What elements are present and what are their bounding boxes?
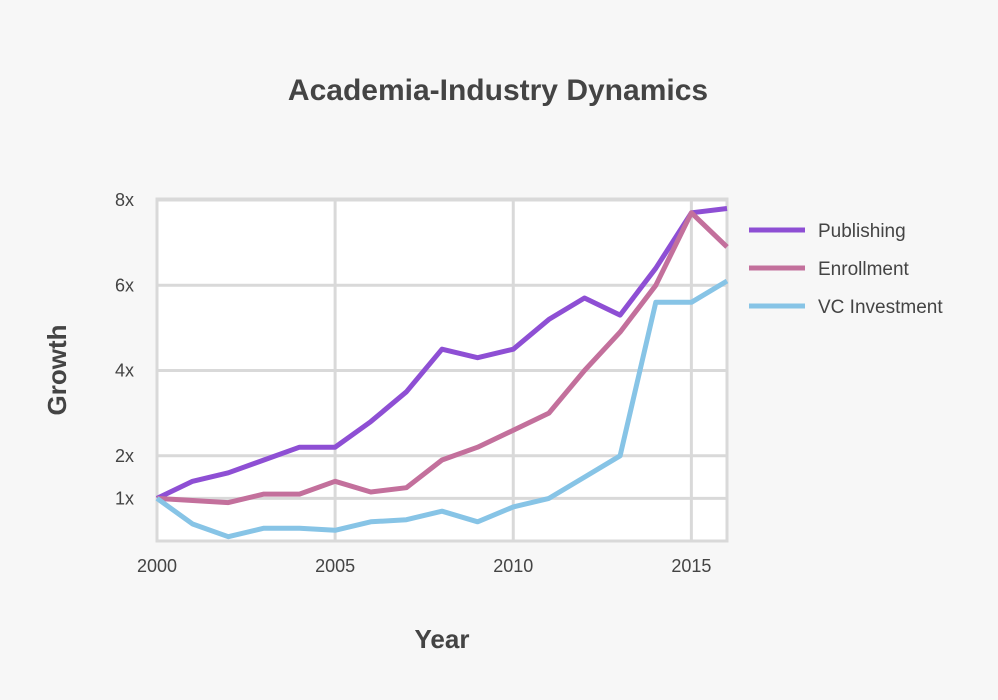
y-tick-label: 1x: [115, 488, 134, 508]
y-axis-ticks: 1x 2x 4x 6x 8x: [115, 190, 134, 508]
legend-label: Publishing: [818, 221, 906, 242]
series-lines: [155, 206, 729, 540]
chart-title: Academia-Industry Dynamics: [288, 74, 708, 107]
y-tick-label: 8x: [115, 190, 134, 210]
series-line-2: [155, 278, 729, 540]
x-tick-label: 2015: [671, 556, 711, 576]
x-tick-label: 2005: [315, 556, 355, 576]
y-tick-label: 2x: [115, 446, 134, 466]
y-axis-title: Growth: [42, 325, 72, 416]
series-line-0: [155, 206, 728, 501]
x-axis-ticks: 2000 2005 2010 2015: [137, 556, 711, 576]
x-tick-label: 2010: [493, 556, 533, 576]
gridlines: [157, 198, 727, 541]
series-line-1: [156, 210, 729, 506]
x-tick-label: 2000: [137, 556, 177, 576]
y-tick-label: 4x: [115, 361, 134, 381]
x-axis-title: Year: [415, 624, 470, 654]
y-tick-label: 6x: [115, 275, 134, 295]
legend-label: VC Investment: [818, 297, 943, 318]
legend: Publishing Enrollment VC Investment: [749, 221, 943, 318]
legend-label: Enrollment: [818, 259, 910, 280]
